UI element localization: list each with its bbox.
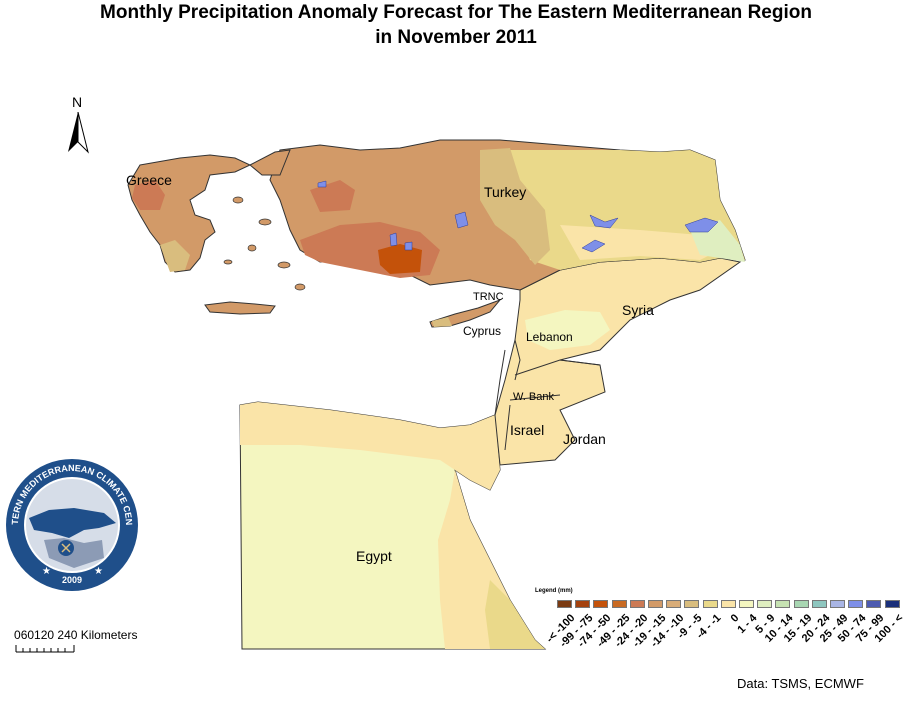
scale-ruler (15, 645, 75, 653)
scale-bar: 060120 240 Kilometers (14, 628, 137, 659)
legend-swatch (775, 600, 791, 608)
map-subtitle: in November 2011 (375, 27, 537, 48)
north-arrow-icon (68, 112, 89, 154)
lake-keban (589, 214, 619, 229)
thrace (249, 149, 291, 176)
map-title: Monthly Precipitation Anomaly Forecast f… (100, 2, 812, 23)
turkey-central-band (480, 148, 550, 265)
legend-swatch (684, 600, 700, 608)
emcc-logo-icon: 2009 EASTERN MEDITERRANEAN CLIMATE CENTR… (1, 450, 138, 591)
lake-beysehir (389, 232, 398, 247)
legend-swatch (811, 600, 827, 608)
legend-swatch (666, 600, 682, 608)
label-lebanon: Lebanon (526, 330, 573, 344)
label-syria: Syria (622, 302, 654, 318)
legend-swatch (629, 600, 645, 608)
aegean-island-6 (294, 283, 306, 291)
legend-swatch (866, 600, 882, 608)
legend-swatch (593, 600, 609, 608)
lake-tuz (454, 211, 469, 229)
crete (204, 301, 276, 315)
label-egypt: Egypt (356, 548, 392, 564)
svg-text:★: ★ (94, 566, 103, 577)
legend-title: Legend (mm) (535, 588, 573, 594)
egypt-east-band (438, 470, 545, 649)
lake-ataturk (581, 239, 606, 253)
scale-unit: Kilometers (80, 628, 138, 642)
lebanon-green-patch (525, 310, 610, 350)
legend-swatch (793, 600, 809, 608)
aegean-island-4 (277, 261, 291, 269)
legend-swatch (830, 600, 845, 608)
legend-swatch (848, 600, 864, 608)
legend-swatch (720, 600, 736, 608)
cyprus-west-patch (432, 317, 452, 327)
aegean-island-2 (258, 218, 272, 226)
logo-year: 2009 (62, 575, 82, 585)
greece-south-patch (160, 240, 190, 272)
israel-border (494, 339, 521, 416)
emcc-logo: 2009 EASTERN MEDITERRANEAN CLIMATE CENTR… (1, 450, 140, 597)
egypt-north-band (240, 402, 500, 490)
aegean-island-1 (232, 196, 244, 204)
legend-swatch (557, 600, 572, 608)
legend-swatch (739, 600, 754, 608)
label-jordan: Jordan (563, 431, 606, 447)
label-trnc: TRNC (473, 291, 504, 303)
jordan-border (504, 359, 601, 451)
label-cyprus: Cyprus (463, 324, 502, 338)
label-israel: Israel (510, 422, 545, 438)
turkey-northwest-anomaly (310, 180, 355, 212)
turkey-strong-anomaly (378, 244, 422, 274)
legend-swatch (575, 600, 591, 608)
greece-mainland (127, 154, 252, 273)
legend-swatch (884, 600, 900, 608)
legend-swatch (702, 600, 718, 608)
lake-iznik (317, 180, 327, 188)
label-west-bank: W. Bank (513, 391, 554, 403)
scale-tick-120: 120 (34, 628, 55, 642)
lake-van (684, 217, 719, 233)
legend-swatch (648, 600, 663, 608)
svg-text:★: ★ (42, 566, 51, 577)
aegean-island-5 (223, 259, 233, 265)
scale-tick-240: 240 (57, 628, 78, 642)
north-letter: N (72, 94, 83, 110)
legend-swatch (611, 600, 627, 608)
lake-egirdir (404, 241, 413, 251)
scale-tick-60: 60 (20, 628, 35, 642)
data-credit: Data: TSMS, ECMWF (737, 676, 864, 691)
label-greece: Greece (126, 172, 172, 188)
label-turkey: Turkey (484, 184, 527, 200)
aegean-island-3 (247, 244, 257, 252)
greece-west-anomaly (132, 180, 165, 210)
scale-tick-0: 0 (14, 628, 21, 642)
legend-swatch (757, 600, 773, 608)
turkey-east-pale (560, 225, 720, 260)
egypt-southeast-band (485, 580, 545, 649)
